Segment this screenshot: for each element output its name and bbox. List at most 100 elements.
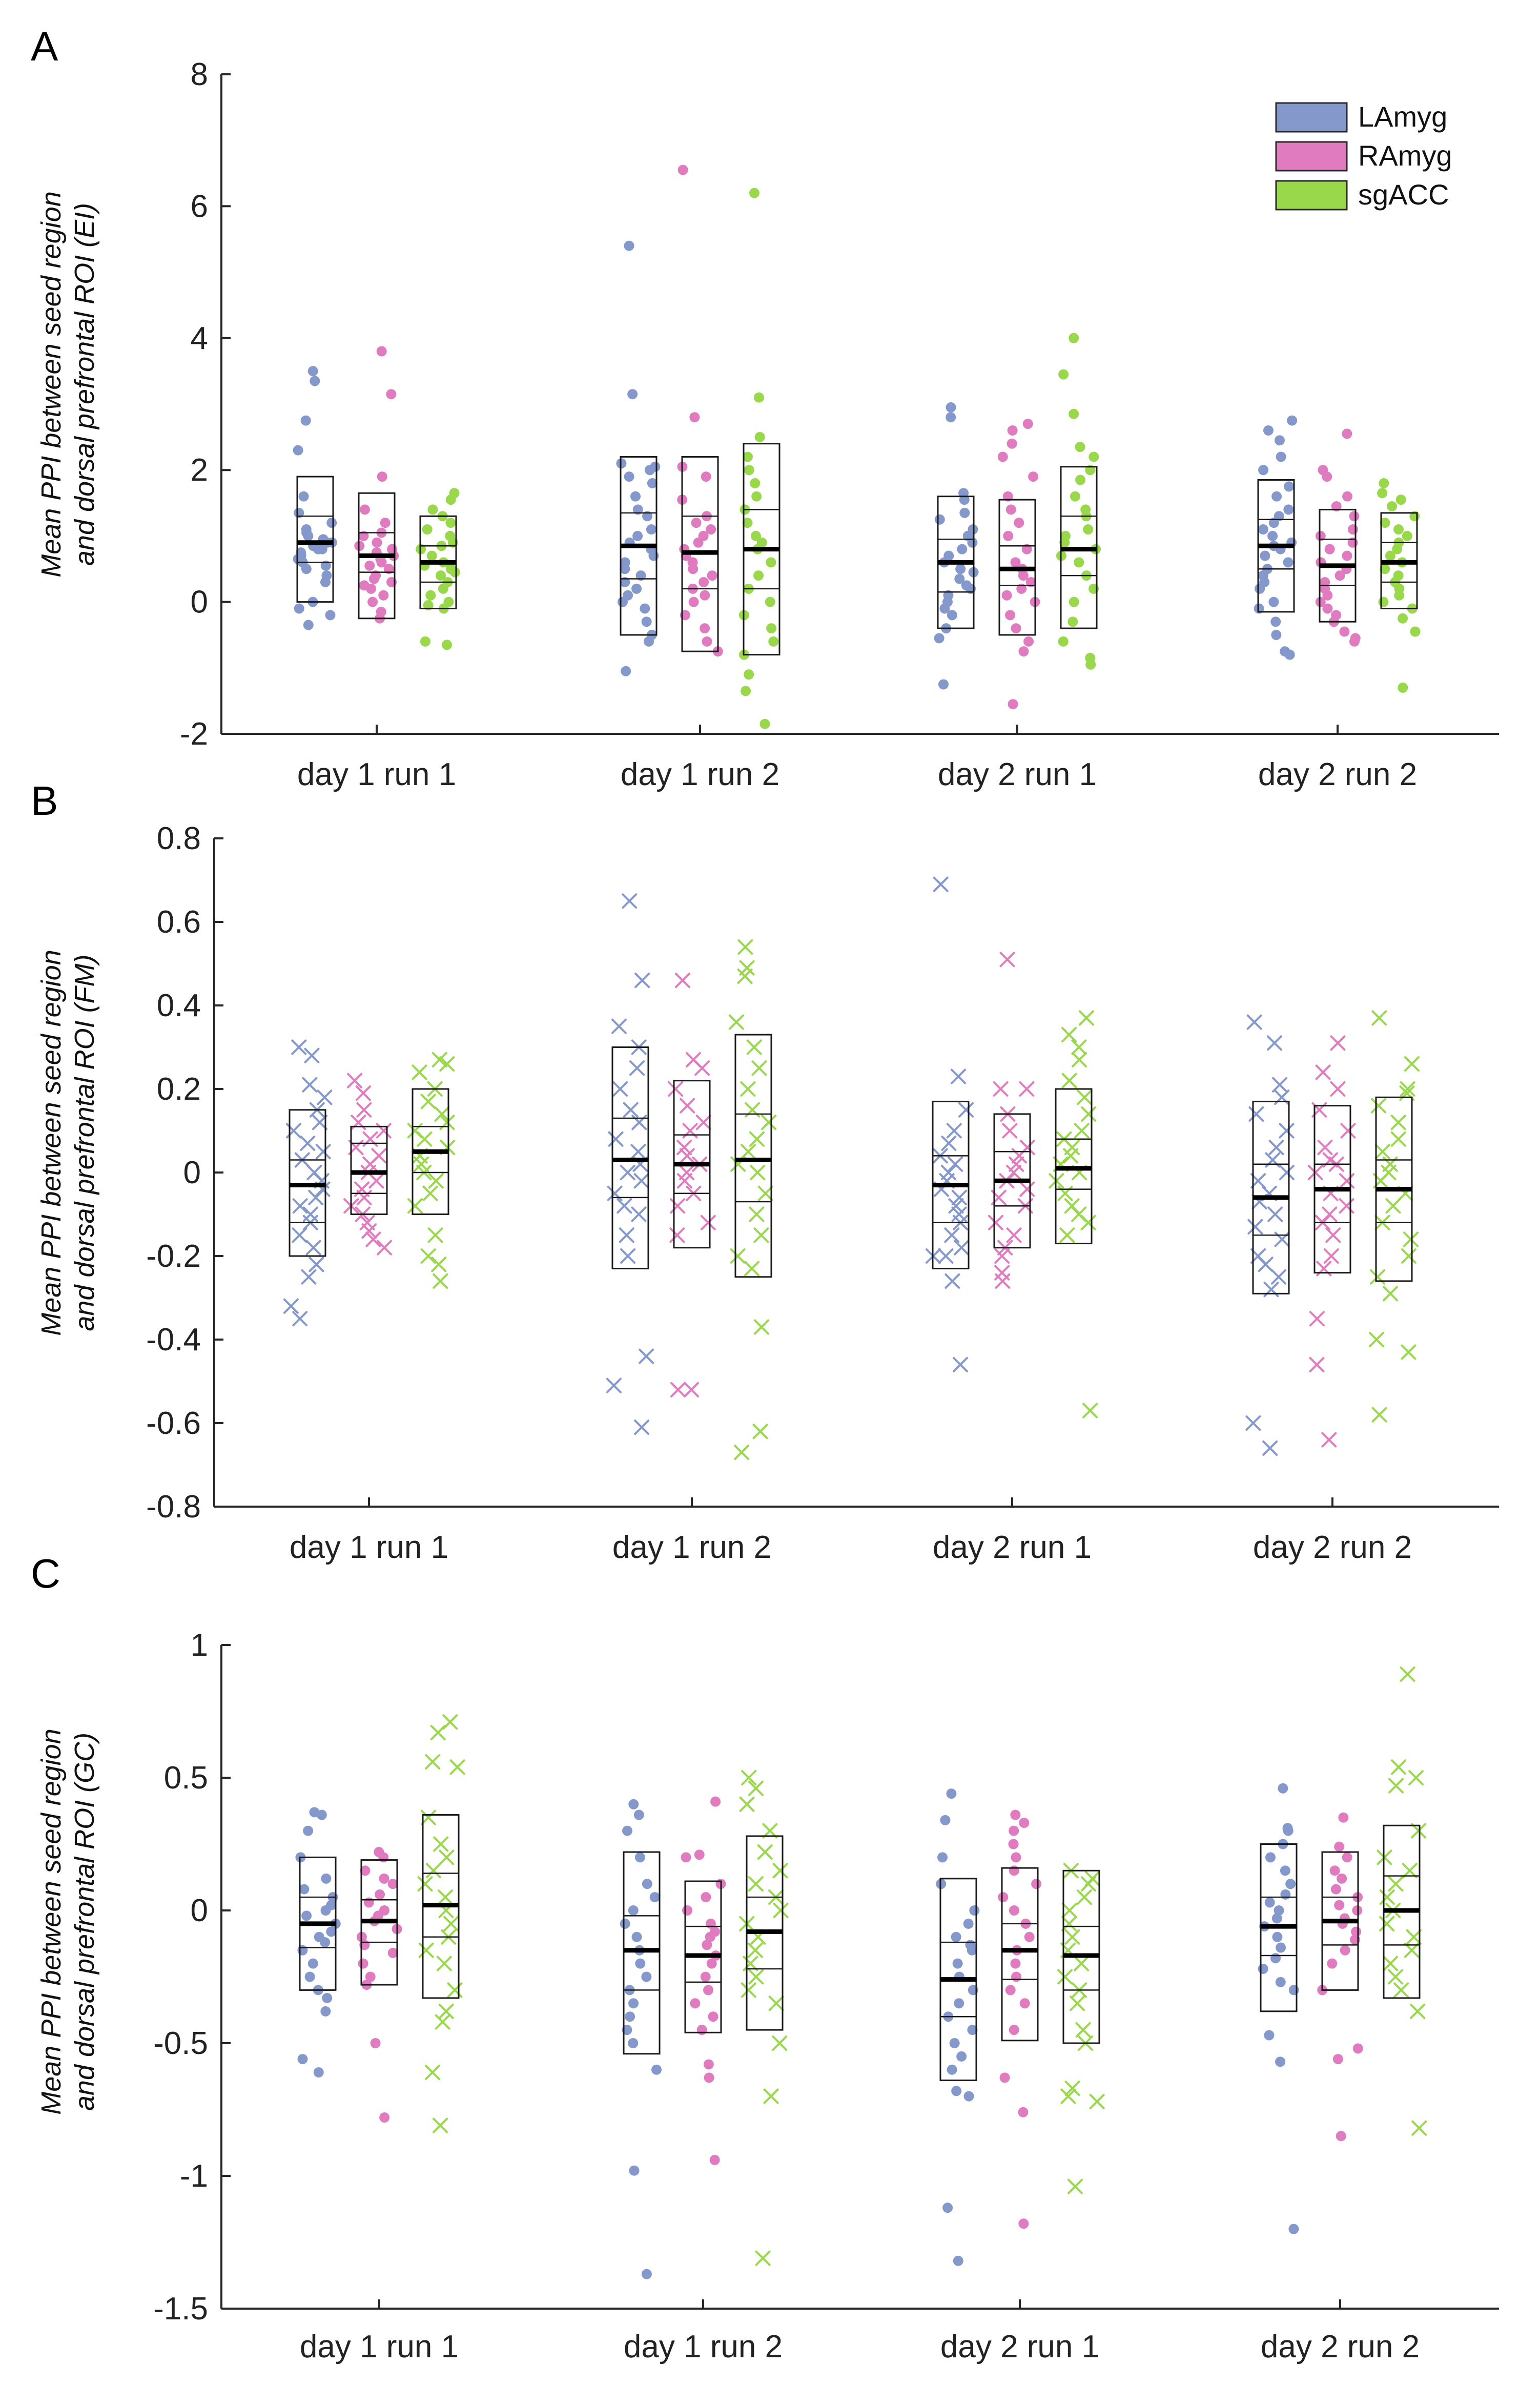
data-point-sgacc [1404, 1056, 1420, 1072]
data-point-ramyg [387, 1947, 398, 1958]
data-point-lamyg [951, 1189, 967, 1205]
data-point-lamyg [645, 465, 655, 476]
data-point-lamyg [317, 544, 327, 554]
data-point-lamyg [628, 1799, 639, 1809]
data-point-ramyg [379, 1873, 389, 1884]
y-tick-label: 0 [183, 1155, 201, 1190]
data-point-lamyg [955, 564, 966, 574]
x-categories-b: day 1 run 1 day 1 run 2 day 2 run 1 day 2 r… [290, 1497, 1412, 1565]
data-point-sgacc [1064, 1929, 1080, 1945]
data-point-lamyg [948, 1156, 963, 1172]
data-point-sgacc [1379, 478, 1389, 488]
data-point-lamyg [297, 1945, 308, 1956]
data-point-lamyg [1284, 481, 1295, 492]
data-point-sgacc [1082, 1403, 1098, 1418]
data-point-sgacc [1080, 1876, 1096, 1892]
data-point-sgacc [773, 1903, 789, 1918]
data-point-sgacc [1064, 2081, 1080, 2096]
data-point-lamyg [326, 1926, 337, 1937]
data-point-sgacc [749, 1206, 765, 1222]
data-point-lamyg [946, 1123, 962, 1139]
data-point-ramyg [358, 1958, 368, 1969]
data-point-ramyg [677, 164, 688, 175]
data-point-sgacc [427, 504, 438, 515]
data-point-ramyg [1028, 471, 1039, 482]
data-point-sgacc [744, 1261, 760, 1277]
data-point-lamyg [294, 507, 304, 518]
y-tick-label: 2 [191, 452, 208, 488]
data-point-lamyg [634, 973, 650, 989]
data-point-lamyg [639, 1348, 654, 1364]
data-point-sgacc [752, 1424, 768, 1439]
x-category-label: day 1 run 2 [624, 2329, 783, 2364]
data-point-sgacc [1411, 1823, 1427, 1839]
data-point-ramyg [1019, 1818, 1030, 1828]
data-point-lamyg [630, 1144, 646, 1160]
data-point-sgacc [1075, 2022, 1091, 2038]
data-point-ramyg [366, 583, 377, 594]
data-point-sgacc [748, 1876, 764, 1892]
data-point-lamyg [305, 1240, 321, 1256]
data-point-ramyg [701, 1892, 711, 1903]
data-point-sgacc [445, 495, 456, 505]
data-point-sgacc [749, 1131, 765, 1147]
data-point-ramyg [1007, 425, 1018, 436]
data-point-sgacc [730, 1248, 746, 1264]
data-point-sgacc [1402, 1863, 1418, 1879]
data-point-lamyg [310, 376, 320, 386]
data-point-lamyg [1258, 1963, 1268, 1974]
data-point-ramyg [380, 518, 391, 528]
data-point-sgacc [1390, 1115, 1406, 1130]
data-point-lamyg [969, 1905, 980, 1916]
data-point-ramyg [700, 1971, 711, 1982]
data-point-ramyg [1010, 557, 1021, 568]
data-point-lamyg [939, 603, 950, 614]
data-point-lamyg [298, 491, 309, 502]
data-point-lamyg [1272, 1077, 1288, 1093]
data-point-sgacc [749, 188, 759, 198]
data-point-lamyg [1265, 1852, 1276, 1863]
data-point-ramyg [355, 1085, 371, 1101]
y-tick-label: 0 [191, 1893, 208, 1928]
data-point-lamyg [1280, 1865, 1290, 1876]
data-point-sgacc [762, 1823, 778, 1839]
x-category-label: day 1 run 2 [612, 1530, 771, 1565]
data-point-lamyg [1268, 596, 1279, 607]
data-point-ramyg [372, 537, 382, 548]
data-point-ramyg [1016, 583, 1027, 594]
y-tick-label: -2 [180, 716, 208, 752]
data-point-lamyg [300, 1135, 316, 1151]
data-point-lamyg [617, 596, 628, 607]
data-point-sgacc [433, 1836, 449, 1852]
data-point-lamyg [957, 544, 968, 554]
data-point-sgacc [1059, 1227, 1075, 1243]
data-point-sgacc [1395, 495, 1406, 505]
y-tick-label: 0.8 [157, 821, 201, 856]
data-point-sgacc [1085, 659, 1096, 670]
data-point-sgacc [1058, 369, 1069, 380]
data-point-ramyg [694, 1060, 710, 1076]
y-tick-label: 8 [191, 57, 208, 92]
data-point-ramyg [689, 412, 700, 423]
data-point-lamyg [624, 471, 634, 482]
data-point-sgacc [746, 1039, 762, 1055]
data-point-sgacc [1410, 626, 1421, 637]
data-point-lamyg [1283, 504, 1294, 515]
data-point-lamyg [628, 1905, 639, 1916]
data-point-lamyg [944, 1273, 960, 1289]
data-point-ramyg [1342, 428, 1352, 439]
data-point-ramyg [688, 564, 699, 574]
y-tick-label: -0.4 [146, 1322, 201, 1357]
data-point-sgacc [1380, 564, 1390, 574]
data-point-lamyg [952, 1356, 968, 1372]
data-point-ramyg [993, 1081, 1009, 1097]
data-point-sgacc [753, 1227, 769, 1243]
data-point-sgacc [430, 1724, 446, 1740]
data-point-lamyg [292, 1311, 308, 1327]
x-category-label: day 1 run 1 [290, 1530, 448, 1565]
data-point-ramyg [695, 1115, 711, 1130]
data-point-lamyg [631, 1931, 642, 1942]
data-point-sgacc [761, 1115, 777, 1130]
data-point-ramyg [700, 623, 710, 634]
